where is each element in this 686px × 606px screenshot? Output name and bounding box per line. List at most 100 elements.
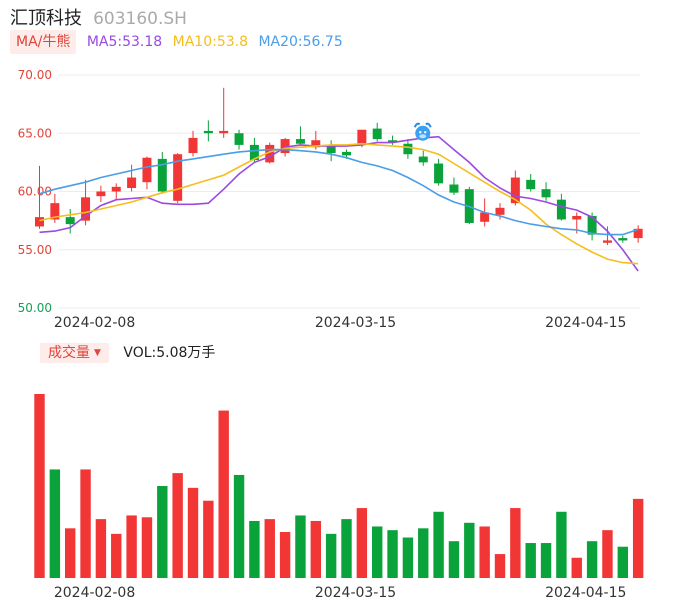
ma-legend: MA/牛熊 MA5:53.18 MA10:53.8 MA20:56.75 (10, 30, 343, 54)
volume-bar (448, 541, 460, 578)
candle-body (127, 177, 137, 189)
volume-value: VOL:5.08万手 (123, 345, 216, 361)
candle-body (280, 139, 290, 154)
y-tick-label: 60.00 (18, 185, 52, 199)
ma20-line (39, 148, 639, 236)
volume-selector-button[interactable]: 成交量 ▼ (40, 343, 109, 363)
volume-bar (372, 526, 383, 578)
ma10-line (39, 142, 639, 265)
candle-body (587, 215, 597, 235)
candle-body (372, 128, 382, 140)
stock-name: 汇顶科技 (10, 8, 82, 29)
candle-body (35, 217, 44, 227)
volume-bar (479, 526, 490, 578)
candle-body (342, 151, 351, 156)
ma-selector-button[interactable]: MA/牛熊 (10, 30, 77, 54)
candle-body (203, 130, 213, 134)
volume-bar (80, 469, 91, 578)
candle-body (295, 139, 305, 144)
candle-body (403, 143, 413, 155)
candle-body (633, 228, 643, 239)
bull-face-icon (413, 122, 432, 141)
candle-body (157, 158, 167, 192)
bull-nose (419, 134, 427, 139)
candle-body (510, 177, 520, 204)
volume-bar (218, 410, 229, 578)
candlesticks (35, 87, 643, 246)
volume-bar (418, 528, 429, 578)
ma5-legend: MA5:53.18 (86, 34, 163, 50)
volume-bar (233, 474, 245, 578)
candle-body (388, 140, 398, 143)
volume-bar (556, 511, 567, 578)
candle-body (618, 238, 628, 241)
candle-body (434, 163, 444, 184)
candle-body (234, 133, 244, 145)
volume-bar (525, 543, 536, 578)
x-tick-label: 2024-03-15 (315, 585, 396, 601)
candle-body (526, 179, 536, 190)
volume-bar (586, 541, 598, 578)
candle-body (188, 137, 198, 154)
x-tick-label: 2024-04-15 (545, 585, 626, 601)
bull-horn (413, 122, 432, 128)
candle-body (418, 156, 428, 163)
volume-bar (249, 520, 260, 578)
moving-average-lines (39, 135, 639, 272)
candle-body (311, 140, 321, 148)
y-tick-label: 70.00 (18, 68, 52, 82)
candle-body (495, 207, 505, 215)
volume-bar (433, 511, 444, 578)
volume-bar (494, 554, 506, 578)
ma10-legend: MA10:53.8 (172, 34, 248, 50)
candle-body (357, 129, 367, 145)
y-tick-label: 50.00 (18, 301, 52, 315)
volume-bar (279, 532, 291, 578)
y-tick-label: 65.00 (18, 126, 52, 140)
volume-bar (111, 533, 122, 578)
candle-body (173, 154, 183, 201)
volume-bar (264, 519, 275, 578)
volume-date-axis: 2024-02-08 2024-03-15 2024-04-15 (54, 585, 627, 601)
volume-bar (571, 557, 582, 578)
bull-face (415, 125, 431, 141)
price-axis-labels: 70.00 65.00 60.00 55.00 50.00 (18, 68, 52, 315)
candle-body (50, 203, 60, 220)
ma5-line (39, 135, 639, 272)
volume-legend: 成交量 ▼ VOL:5.08万手 (40, 342, 216, 363)
candle-body (602, 240, 612, 243)
price-date-axis: 2024-02-08 2024-03-15 2024-04-15 (54, 315, 627, 331)
volume-bar (187, 487, 199, 578)
candle-body (142, 157, 152, 183)
volume-selector-label: 成交量 (48, 345, 90, 361)
candle-body (449, 184, 459, 193)
candle-body (572, 215, 582, 220)
bull-eye (419, 131, 422, 134)
ma20-legend: MA20:56.75 (258, 34, 343, 50)
volume-bar (617, 546, 628, 578)
stock-header: 汇顶科技 603160.SH (10, 4, 187, 29)
candle-body (81, 197, 91, 221)
volume-bar (203, 500, 214, 578)
candle-body (326, 144, 336, 154)
volume-bar (65, 528, 76, 578)
candle-body (265, 144, 275, 163)
x-tick-label: 2024-03-15 (315, 315, 396, 331)
x-tick-label: 2024-04-15 (545, 315, 626, 331)
volume-bar (172, 473, 183, 578)
candle-body (541, 189, 551, 198)
candle-body (219, 130, 229, 134)
volume-bar (295, 515, 306, 578)
candle-body (480, 212, 490, 222)
volume-bar (49, 469, 61, 578)
volume-bar (402, 537, 414, 578)
volume-bar (141, 517, 153, 578)
volume-bar (356, 508, 368, 578)
candle-body (65, 217, 75, 225)
price-grid (58, 74, 640, 309)
volume-bar (632, 498, 644, 578)
x-tick-label: 2024-02-08 (54, 315, 135, 331)
candle-body (556, 199, 566, 220)
candle-body (96, 191, 106, 197)
